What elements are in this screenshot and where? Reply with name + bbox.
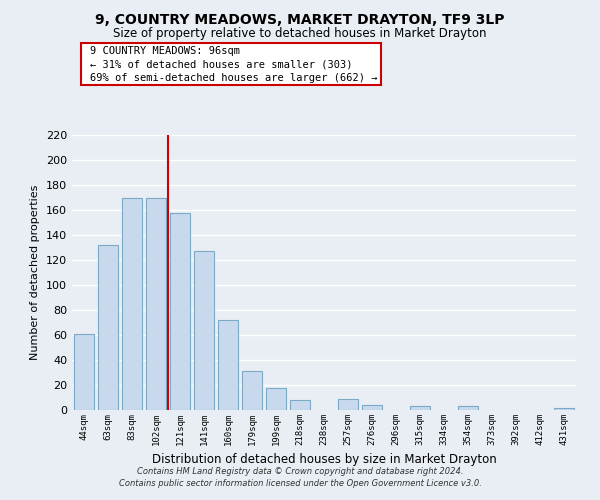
Bar bbox=[266, 388, 286, 410]
Bar bbox=[218, 320, 238, 410]
Y-axis label: Number of detached properties: Number of detached properties bbox=[31, 185, 40, 360]
Bar bbox=[338, 399, 358, 410]
Bar bbox=[458, 406, 478, 410]
Text: 9, COUNTRY MEADOWS, MARKET DRAYTON, TF9 3LP: 9, COUNTRY MEADOWS, MARKET DRAYTON, TF9 … bbox=[95, 12, 505, 26]
X-axis label: Distribution of detached houses by size in Market Drayton: Distribution of detached houses by size … bbox=[152, 454, 496, 466]
Bar bbox=[122, 198, 142, 410]
Text: Size of property relative to detached houses in Market Drayton: Size of property relative to detached ho… bbox=[113, 28, 487, 40]
Bar bbox=[170, 212, 190, 410]
Text: Contains HM Land Registry data © Crown copyright and database right 2024.
Contai: Contains HM Land Registry data © Crown c… bbox=[119, 466, 481, 487]
Bar bbox=[554, 408, 574, 410]
Bar bbox=[146, 198, 166, 410]
Bar bbox=[242, 371, 262, 410]
Text: 9 COUNTRY MEADOWS: 96sqm
← 31% of detached houses are smaller (303)
69% of semi-: 9 COUNTRY MEADOWS: 96sqm ← 31% of detach… bbox=[90, 46, 377, 83]
Bar bbox=[194, 251, 214, 410]
Bar bbox=[290, 400, 310, 410]
Bar bbox=[98, 245, 118, 410]
Bar bbox=[362, 405, 382, 410]
Bar bbox=[74, 334, 94, 410]
Bar bbox=[410, 406, 430, 410]
